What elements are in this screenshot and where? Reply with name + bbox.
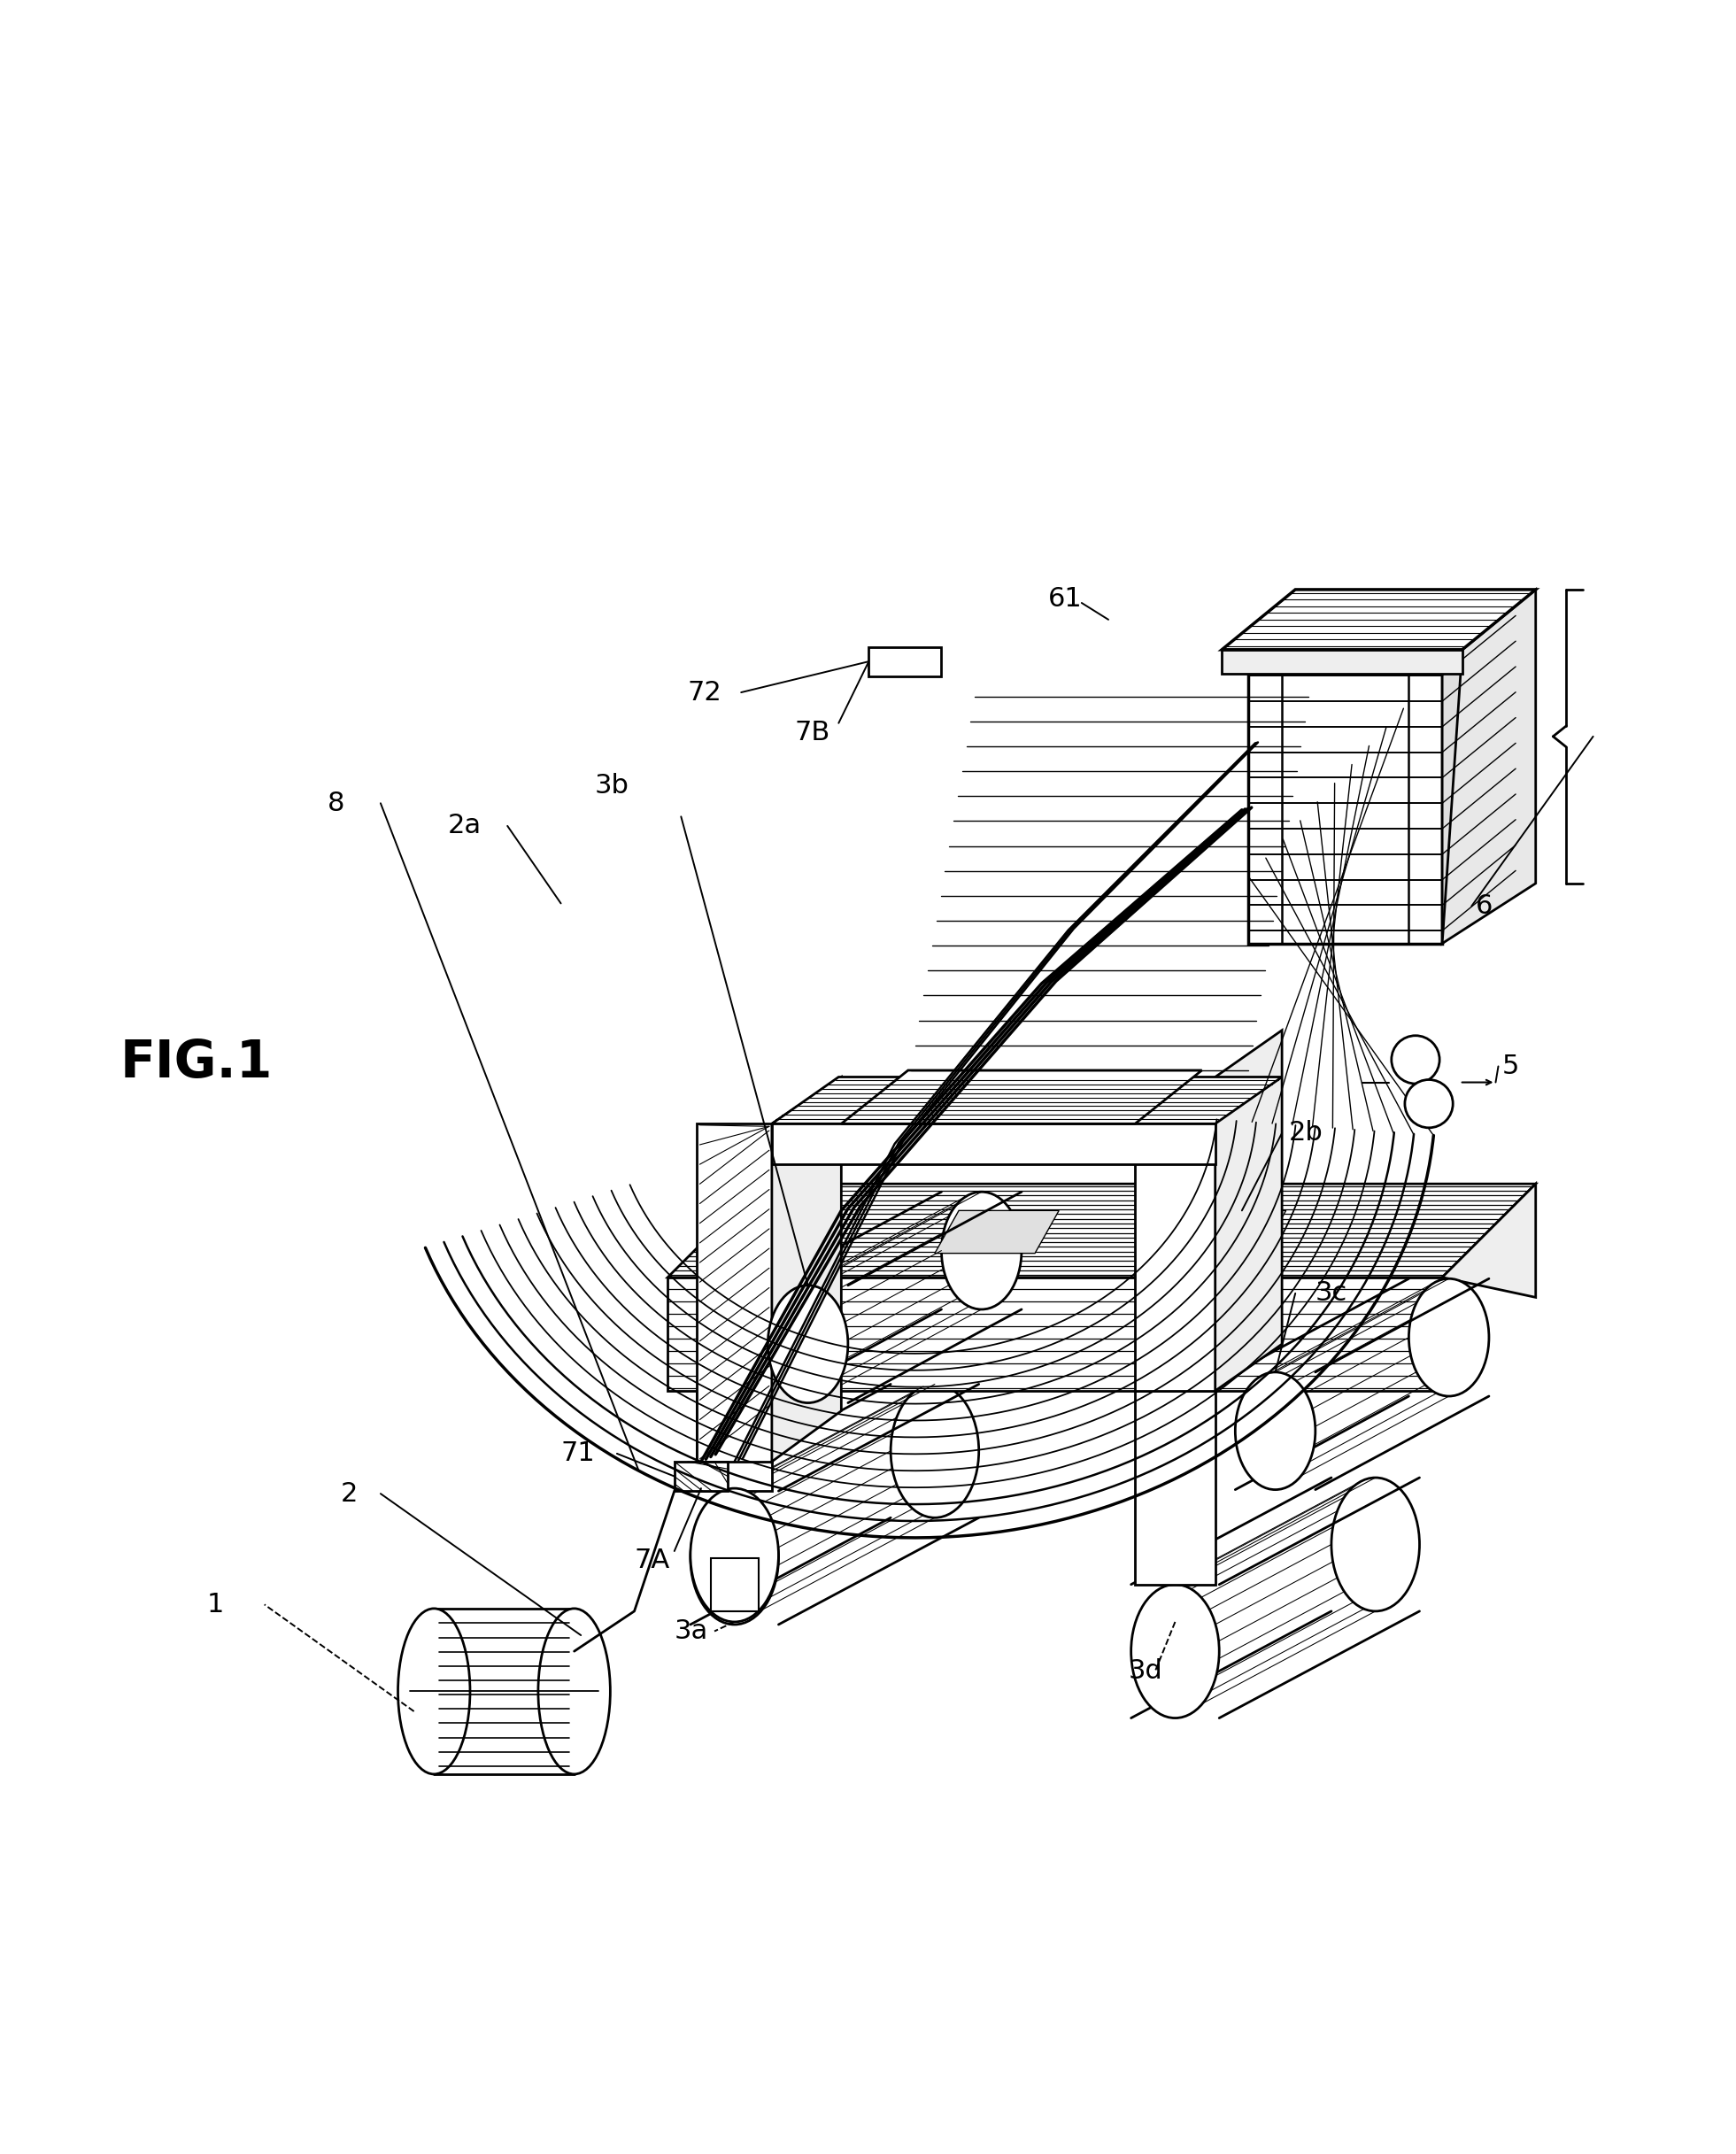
- Polygon shape: [1135, 1391, 1215, 1585]
- Polygon shape: [868, 646, 941, 676]
- Polygon shape: [773, 1077, 1281, 1124]
- Text: 8: 8: [326, 791, 344, 816]
- Text: 2b: 2b: [1288, 1120, 1323, 1146]
- Ellipse shape: [1410, 1279, 1489, 1396]
- Text: 7A: 7A: [634, 1547, 670, 1572]
- Text: 7B: 7B: [795, 719, 830, 745]
- Polygon shape: [842, 1071, 1201, 1124]
- Ellipse shape: [1236, 1372, 1316, 1491]
- Text: 2: 2: [340, 1480, 358, 1506]
- Polygon shape: [1215, 1030, 1281, 1391]
- Ellipse shape: [941, 1191, 1021, 1310]
- Polygon shape: [674, 1463, 727, 1491]
- Text: 1: 1: [207, 1592, 224, 1618]
- Text: 61: 61: [1049, 586, 1083, 612]
- Polygon shape: [698, 1391, 773, 1491]
- Polygon shape: [1248, 603, 1516, 663]
- Ellipse shape: [398, 1609, 470, 1775]
- Ellipse shape: [891, 1385, 979, 1519]
- Text: 3a: 3a: [674, 1618, 708, 1644]
- Text: 2a: 2a: [448, 812, 481, 838]
- Text: 6: 6: [1476, 894, 1493, 920]
- Polygon shape: [1222, 651, 1462, 674]
- Text: 71: 71: [561, 1441, 595, 1467]
- Polygon shape: [698, 1124, 773, 1463]
- Text: 3c: 3c: [1316, 1279, 1347, 1305]
- Polygon shape: [934, 1211, 1059, 1254]
- Polygon shape: [668, 1277, 1443, 1391]
- Polygon shape: [773, 1124, 1215, 1163]
- Polygon shape: [1443, 603, 1516, 943]
- Text: 72: 72: [687, 679, 722, 704]
- Polygon shape: [1135, 1077, 1215, 1391]
- Polygon shape: [1443, 1185, 1536, 1297]
- Ellipse shape: [538, 1609, 611, 1775]
- Ellipse shape: [767, 1286, 847, 1402]
- Polygon shape: [1248, 663, 1443, 943]
- Polygon shape: [1443, 590, 1536, 943]
- Ellipse shape: [1132, 1585, 1219, 1719]
- Polygon shape: [773, 1077, 842, 1463]
- Polygon shape: [1161, 1211, 1286, 1254]
- Polygon shape: [710, 1557, 759, 1611]
- Ellipse shape: [691, 1488, 778, 1622]
- Polygon shape: [1222, 590, 1536, 651]
- Text: FIG.1: FIG.1: [120, 1038, 273, 1088]
- Polygon shape: [668, 1185, 1536, 1277]
- Ellipse shape: [1404, 1079, 1453, 1129]
- Text: 3d: 3d: [1128, 1659, 1163, 1684]
- Text: 5: 5: [1502, 1053, 1519, 1079]
- Ellipse shape: [1332, 1478, 1420, 1611]
- Text: 3b: 3b: [594, 773, 628, 799]
- Ellipse shape: [1392, 1036, 1439, 1083]
- Ellipse shape: [691, 1491, 778, 1624]
